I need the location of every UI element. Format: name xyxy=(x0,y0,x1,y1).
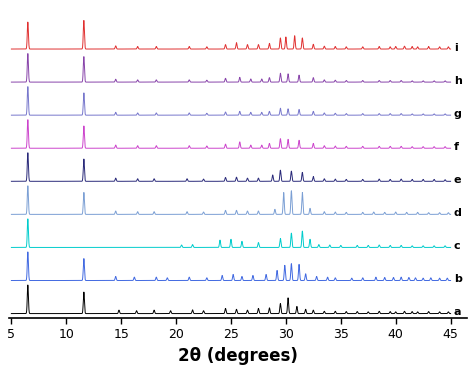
Text: f: f xyxy=(454,142,459,152)
Text: c: c xyxy=(454,241,461,251)
X-axis label: 2θ (degrees): 2θ (degrees) xyxy=(178,347,298,365)
Text: d: d xyxy=(454,208,462,218)
Text: a: a xyxy=(454,307,461,317)
Text: e: e xyxy=(454,175,461,185)
Text: i: i xyxy=(454,42,457,52)
Text: g: g xyxy=(454,109,462,119)
Text: b: b xyxy=(454,274,462,284)
Text: h: h xyxy=(454,76,462,86)
